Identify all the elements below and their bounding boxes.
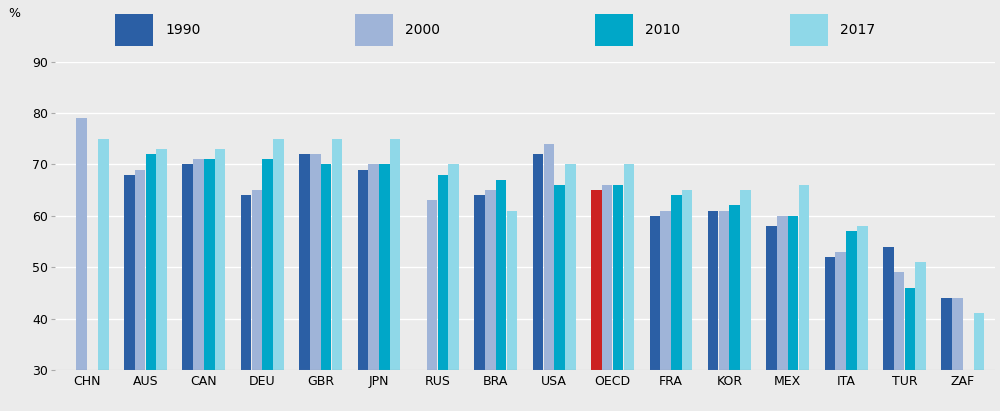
Bar [358,169,368,411]
Bar [777,216,788,411]
Bar [766,226,777,411]
Bar [438,175,448,411]
Bar [835,252,846,411]
Bar [474,195,485,411]
Bar [894,272,904,411]
Bar [262,159,273,411]
Bar [310,154,321,411]
Bar [825,257,835,411]
Bar [952,298,963,411]
FancyBboxPatch shape [355,14,393,46]
Bar [299,154,310,411]
Bar [624,164,634,411]
Bar [708,211,718,411]
Bar [729,206,740,411]
Bar [215,149,225,411]
Bar [156,149,167,411]
Bar [613,185,623,411]
Bar [507,211,517,411]
Bar [719,211,729,411]
Text: 2017: 2017 [840,23,875,37]
Bar [660,211,671,411]
FancyBboxPatch shape [115,14,153,46]
Bar [915,262,926,411]
Bar [146,154,156,411]
Bar [135,169,145,411]
Bar [740,190,751,411]
Bar [846,231,857,411]
Bar [799,185,809,411]
Bar [427,200,437,411]
FancyBboxPatch shape [595,14,633,46]
Bar [682,190,692,411]
Bar [905,288,915,411]
Bar [252,190,262,411]
Bar [591,190,602,411]
Bar [941,298,952,411]
Text: 2000: 2000 [405,23,440,37]
Bar [671,195,682,411]
Bar [544,144,554,411]
Text: 1990: 1990 [165,23,200,37]
Bar [124,175,135,411]
Bar [857,226,868,411]
Bar [368,164,379,411]
Bar [448,164,459,411]
Bar [883,247,894,411]
Bar [565,164,576,411]
Bar [76,118,87,411]
Bar [533,154,543,411]
Bar [273,139,284,411]
Bar [241,195,251,411]
Bar [485,190,496,411]
Bar [332,139,342,411]
Text: %: % [8,7,20,20]
Bar [182,164,193,411]
Bar [788,216,798,411]
Bar [193,159,204,411]
Bar [602,185,612,411]
FancyBboxPatch shape [790,14,828,46]
Bar [321,164,331,411]
Bar [496,180,506,411]
Bar [554,185,565,411]
Bar [974,313,984,411]
Bar [379,164,390,411]
Bar [650,216,660,411]
Text: 2010: 2010 [645,23,680,37]
Bar [390,139,400,411]
Bar [204,159,215,411]
Bar [98,139,109,411]
